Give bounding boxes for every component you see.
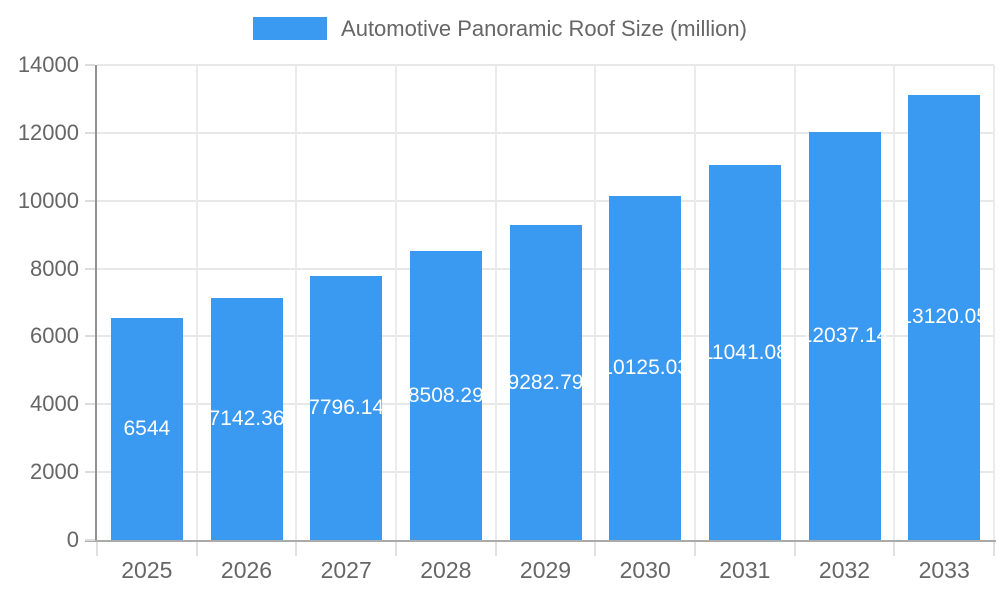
x-axis-tick [793, 542, 796, 556]
y-axis-tick [85, 403, 95, 406]
bar-value-label: 10125.03 [601, 356, 689, 380]
y-axis-tick-label: 8000 [30, 255, 79, 281]
gridline-vertical [395, 65, 397, 540]
gridline-vertical [793, 65, 796, 540]
y-axis-tick-label: 6000 [30, 323, 79, 349]
bar-2031[interactable] [708, 165, 781, 540]
x-axis-tick [395, 542, 397, 556]
x-axis-tick [96, 542, 98, 556]
bar-2030[interactable] [609, 196, 682, 540]
bar-2025[interactable] [110, 317, 183, 540]
y-axis-tick [85, 539, 95, 541]
x-axis-tick [594, 542, 597, 556]
legend-label: Automotive Panoramic Roof Size (million) [341, 16, 747, 41]
x-axis-tick [893, 542, 896, 556]
legend[interactable]: Automotive Panoramic Roof Size (million) [0, 17, 1000, 40]
bar-value-label: 7142.36 [208, 406, 285, 430]
gridline-horizontal [97, 64, 994, 66]
bar-value-label: 6544 [123, 416, 171, 440]
bar-value-label: 12037.14 [800, 323, 889, 347]
y-axis-tick [85, 335, 95, 338]
y-axis-line [95, 65, 97, 540]
x-axis-category-label: 2025 [121, 557, 173, 583]
bar-2032[interactable] [808, 131, 881, 540]
y-axis-tick [85, 64, 95, 66]
y-axis-tick-label: 10000 [17, 187, 79, 213]
bar-value-label: 8508.29 [407, 383, 484, 407]
x-axis-category-label: 2033 [918, 557, 970, 583]
gridline-vertical [893, 65, 896, 540]
x-axis-category-label: 2026 [220, 557, 273, 583]
y-axis-tick-label: 2000 [30, 459, 79, 485]
gridline-vertical [295, 65, 298, 540]
gridline-horizontal [97, 131, 994, 134]
x-axis-tick [195, 542, 198, 556]
x-axis-line [85, 540, 996, 542]
x-axis-category-label: 2028 [420, 557, 472, 583]
y-axis-tick-label: 14000 [17, 52, 79, 77]
bar-2029[interactable] [509, 225, 582, 540]
x-axis-category-label: 2029 [519, 557, 572, 583]
bar-2028[interactable] [409, 251, 482, 540]
y-axis-tick [85, 471, 95, 474]
x-axis-tick [993, 542, 995, 556]
x-axis-category-label: 2032 [818, 557, 871, 583]
x-axis-category-label: 2027 [320, 557, 372, 583]
x-axis-tick [694, 542, 696, 556]
y-axis-tick-label: 12000 [17, 119, 79, 145]
bar-2026[interactable] [210, 297, 283, 540]
gridline-vertical [494, 65, 497, 540]
x-axis-category-label: 2030 [619, 557, 671, 583]
bar-value-label: 13120.05 [900, 305, 988, 329]
bar-2033[interactable] [908, 94, 981, 540]
gridline-vertical [195, 65, 198, 540]
gridline-vertical [993, 65, 995, 540]
x-axis-tick [295, 542, 298, 556]
y-axis-tick [85, 199, 95, 202]
bar-value-label: 7796.14 [308, 395, 385, 419]
x-axis-category-label: 2031 [719, 557, 771, 583]
bar-value-label: 9282.79 [507, 370, 584, 394]
plot-area: 0 2000 4000 6000 8000 10000 12000 14000 6544 2025… [18, 52, 996, 583]
y-axis-tick-label: 4000 [30, 391, 79, 417]
bar-value-label: 11041.08 [701, 340, 788, 364]
y-axis-tick [85, 131, 95, 134]
y-axis-tick-label: 0 [66, 527, 79, 552]
gridline-vertical [594, 65, 597, 540]
legend-swatch-icon [253, 17, 328, 40]
y-axis-tick [85, 267, 95, 270]
bar-2027[interactable] [310, 275, 383, 540]
gridline-horizontal [97, 199, 994, 202]
gridline-vertical [694, 65, 696, 540]
x-axis-tick [494, 542, 497, 556]
